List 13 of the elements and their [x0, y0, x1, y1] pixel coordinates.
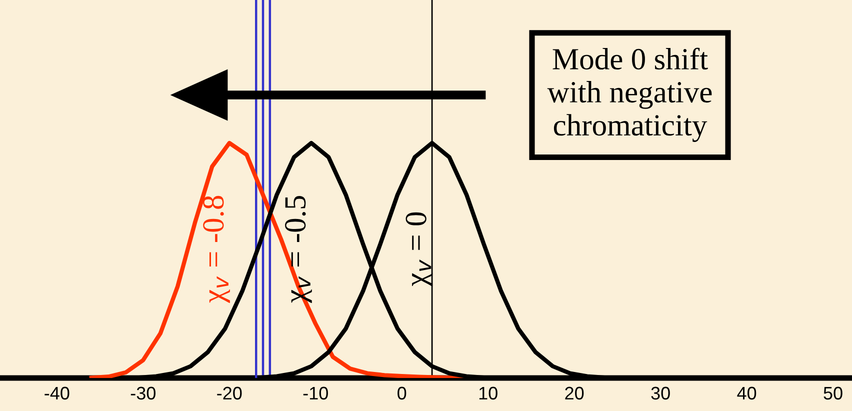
x-tick-label: 0 — [398, 386, 406, 400]
x-tick-label: -30 — [130, 386, 156, 400]
x-tick-label: -40 — [44, 386, 70, 400]
x-tick-label: 30 — [651, 386, 670, 400]
text: χ$_{v}$ = -0.8 — [203, 196, 230, 304]
x-tick-label: 40 — [737, 386, 756, 400]
text: χ$_{v}$ = -0.5 — [285, 196, 312, 304]
x-tick-label: -20 — [217, 386, 242, 400]
x-tick-label: 20 — [565, 386, 584, 400]
x-tick-label: 10 — [479, 386, 498, 400]
x-tick-label: 50 — [824, 386, 842, 400]
text: Mode 0 shift with negative chromaticity — [547, 48, 712, 142]
x-tick-label: -10 — [303, 386, 328, 400]
